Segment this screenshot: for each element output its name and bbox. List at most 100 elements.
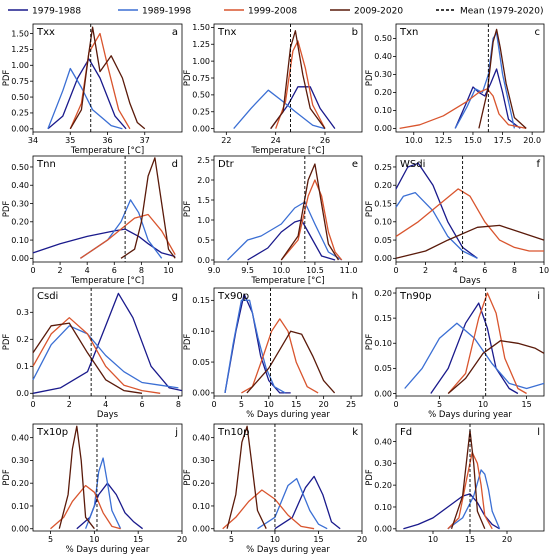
panel-g-xtick-label: 6 bbox=[139, 400, 144, 409]
panel-f-series-2 bbox=[395, 191, 478, 259]
panel-k-series-2 bbox=[257, 477, 328, 530]
panel-f-ytick-label: 0.25 bbox=[374, 163, 392, 172]
panel-d-ytick-label: 0.10 bbox=[11, 236, 29, 245]
panel-e-ytick-label: 2.0 bbox=[197, 176, 210, 185]
panel-j-series-3 bbox=[50, 484, 121, 530]
panel-f-xtick-label: 10 bbox=[539, 266, 549, 275]
panel-e-xtick-label: 10.5 bbox=[306, 266, 324, 275]
panel-f-series-4 bbox=[395, 224, 545, 259]
panel-c-name: Txn bbox=[399, 27, 418, 38]
panel-l-ytick-label: 0.40 bbox=[374, 437, 392, 446]
panel-c-ytick-label: 0.20 bbox=[374, 88, 392, 97]
panel-f-ytick-label: 0.00 bbox=[374, 254, 392, 263]
panel-i-ytick-label: 0.05 bbox=[374, 364, 392, 373]
panel-j-xtick-label: 15 bbox=[133, 535, 143, 544]
panel-b-ylabel: PDF bbox=[183, 70, 193, 87]
panel-a-xtick-label: 34 bbox=[28, 136, 38, 145]
panel-i-xtick-label: 5 bbox=[437, 400, 442, 409]
panel-a-series-2 bbox=[47, 67, 123, 130]
legend-label-1: 1979-1988 bbox=[32, 7, 81, 17]
panel-e-letter: e bbox=[352, 159, 358, 170]
panel-j-ytick-label: 0.10 bbox=[11, 502, 29, 511]
panel-g-xlabel: Days bbox=[97, 410, 119, 420]
panel-k-ytick-label: 0.30 bbox=[192, 456, 210, 465]
panel-k-frame bbox=[213, 423, 363, 532]
panel-d-ytick-label: 0.40 bbox=[11, 181, 29, 190]
panel-j-name: Tx10p bbox=[36, 427, 68, 438]
panel-f-xtick-label: 2 bbox=[423, 266, 428, 275]
panel-a-xtick-label: 36 bbox=[102, 136, 112, 145]
panel-g-xtick-label: 4 bbox=[103, 400, 108, 409]
panel-d-frame bbox=[32, 155, 183, 263]
panel-k-ytick-label: 0.00 bbox=[192, 525, 210, 534]
panel-e-name: Dtr bbox=[218, 159, 235, 170]
panel-a-ylabel: PDF bbox=[2, 70, 12, 87]
panel-d-ytick-label: 0.50 bbox=[11, 163, 29, 172]
panel-c-ylabel: PDF bbox=[365, 70, 375, 87]
panel-d-xtick-label: 4 bbox=[85, 266, 90, 275]
panel-i-series-2 bbox=[404, 322, 545, 390]
panel-k-ytick-label: 0.20 bbox=[192, 479, 210, 488]
panel-h-xtick-label: 5 bbox=[239, 400, 244, 409]
panel-b-ytick-label: 0.00 bbox=[192, 124, 210, 133]
panel-e-ytick-label: 2.5 bbox=[197, 156, 210, 165]
panel-f-xtick-label: 6 bbox=[482, 266, 487, 275]
panel-l-ytick-label: 0.00 bbox=[374, 525, 392, 534]
panel-c-xtick-label: 12.5 bbox=[434, 136, 452, 145]
panel-c-xtick-label: 20.0 bbox=[523, 136, 541, 145]
panel-e-xlabel: Temperature [°C] bbox=[250, 276, 324, 286]
panel-i-series-4 bbox=[447, 340, 545, 394]
panel-g-ytick-label: 0.1 bbox=[16, 362, 29, 371]
panel-h-xtick-label: 15 bbox=[291, 400, 301, 409]
panel-d-ylabel: PDF bbox=[2, 201, 12, 218]
panel-a-letter: a bbox=[172, 27, 178, 38]
panel-b-series-4 bbox=[270, 30, 326, 129]
panel-f-name: WSdi bbox=[400, 159, 425, 170]
panel-d-xtick-label: 6 bbox=[112, 266, 117, 275]
panel-h-ytick-label: 0.15 bbox=[192, 296, 210, 305]
panel-e-ytick-label: 1.0 bbox=[197, 216, 210, 225]
panel-h-ylabel: PDF bbox=[183, 334, 193, 351]
panel-e-series-2 bbox=[227, 201, 343, 261]
panel-g-name: Csdi bbox=[37, 291, 58, 302]
panel-k-xtick-label: 5 bbox=[229, 535, 234, 544]
panel-c-ytick-label: 0.50 bbox=[374, 34, 392, 43]
panel-g-xtick-label: 8 bbox=[176, 400, 181, 409]
panel-g-xtick-label: 2 bbox=[67, 400, 72, 409]
panel-k-series-3 bbox=[222, 489, 315, 530]
panel-d-xtick-label: 2 bbox=[58, 266, 63, 275]
panel-c-ytick-label: 0.00 bbox=[374, 124, 392, 133]
panel-b-ytick-label: 1.50 bbox=[192, 23, 210, 32]
panel-b-ytick-label: 1.25 bbox=[192, 40, 210, 49]
panel-k-ylabel: PDF bbox=[183, 469, 193, 486]
panel-c-xtick-label: 10.0 bbox=[405, 136, 423, 145]
panel-e-series-4 bbox=[280, 163, 340, 261]
panel-c-series-3 bbox=[399, 88, 527, 130]
panel-c-letter: c bbox=[535, 27, 541, 38]
panel-d-name: Tnn bbox=[36, 159, 56, 170]
panel-h-xtick-label: 20 bbox=[319, 400, 329, 409]
panel-b-xtick-label: 26 bbox=[320, 136, 330, 145]
panel-j-series-4 bbox=[58, 425, 95, 530]
panel-d-series-1 bbox=[32, 228, 176, 258]
panel-i-xlabel: % Days during year bbox=[428, 410, 512, 420]
panel-j-series-2 bbox=[84, 457, 122, 529]
panel-j-xlabel: % Days during year bbox=[66, 545, 150, 555]
legend-label-5: Mean (1979-2020) bbox=[460, 7, 543, 17]
panel-b-frame bbox=[213, 23, 363, 133]
panel-g-ytick-label: 0.2 bbox=[16, 335, 29, 344]
panel-k-series-4 bbox=[226, 425, 267, 529]
panel-k-xtick-label: 10 bbox=[270, 535, 280, 544]
panel-h-xtick-label: 25 bbox=[346, 400, 356, 409]
panel-b-xlabel: Temperature [°C] bbox=[250, 146, 324, 156]
legend-label-3: 1999-2008 bbox=[248, 7, 297, 17]
panel-a-xtick-label: 37 bbox=[140, 136, 150, 145]
panel-f-letter: f bbox=[536, 159, 540, 170]
panel-e-frame bbox=[213, 155, 363, 263]
panel-e-xtick-label: 9.5 bbox=[241, 266, 254, 275]
panel-h-xtick-label: 10 bbox=[264, 400, 274, 409]
panel-i-xtick-label: 0 bbox=[393, 400, 398, 409]
panel-i-series-1 bbox=[430, 302, 519, 395]
panel-a-series-1 bbox=[47, 58, 127, 130]
panel-d-xlabel: Temperature [°C] bbox=[70, 276, 144, 286]
